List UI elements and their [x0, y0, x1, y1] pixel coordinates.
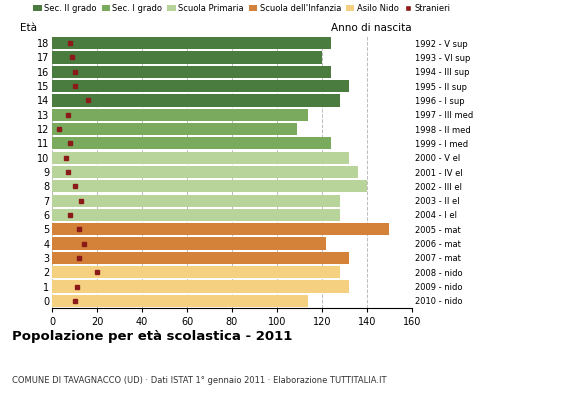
Bar: [52, 209, 340, 221]
Text: Età: Età: [20, 23, 37, 33]
Legend: Sec. II grado, Sec. I grado, Scuola Primaria, Scuola dell'Infanzia, Asilo Nido, : Sec. II grado, Sec. I grado, Scuola Prim…: [33, 4, 451, 13]
Bar: [52, 137, 331, 150]
Bar: [52, 194, 340, 207]
Bar: [52, 280, 349, 293]
Bar: [52, 166, 358, 178]
Bar: [52, 66, 331, 78]
Text: COMUNE DI TAVAGNACCO (UD) · Dati ISTAT 1° gennaio 2011 · Elaborazione TUTTITALIA: COMUNE DI TAVAGNACCO (UD) · Dati ISTAT 1…: [12, 376, 386, 385]
Bar: [52, 238, 327, 250]
Bar: [52, 152, 349, 164]
Bar: [52, 123, 297, 135]
Text: Anno di nascita: Anno di nascita: [331, 23, 412, 33]
Text: Popolazione per età scolastica - 2011: Popolazione per età scolastica - 2011: [12, 330, 292, 343]
Bar: [52, 109, 309, 121]
Bar: [52, 80, 349, 92]
Bar: [52, 295, 309, 307]
Bar: [52, 94, 340, 106]
Bar: [52, 180, 367, 192]
Bar: [52, 51, 322, 64]
Bar: [52, 252, 349, 264]
Bar: [52, 37, 331, 49]
Bar: [52, 266, 340, 278]
Bar: [52, 223, 389, 235]
